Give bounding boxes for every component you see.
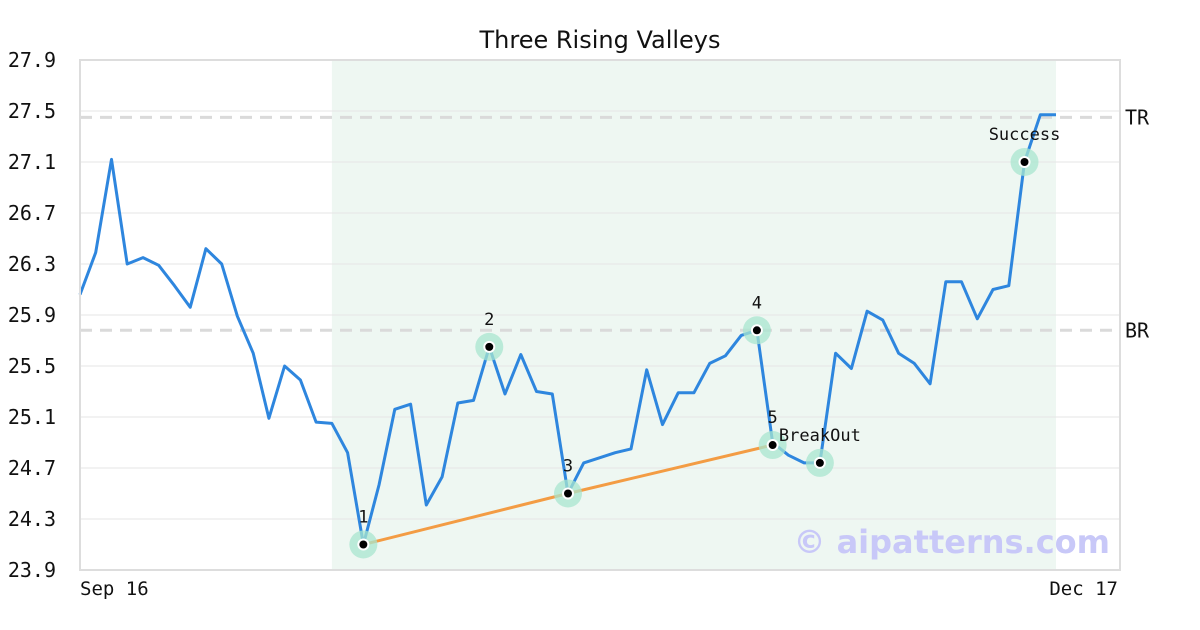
y-tick-label-3: 26.7	[8, 201, 56, 225]
horizontal-levels: TR BR	[80, 105, 1150, 342]
y-tick-label-5: 25.9	[8, 303, 56, 327]
x-tick-label-start: Sep 16	[80, 578, 149, 600]
point-dot-6	[1020, 158, 1029, 166]
y-tick-label-10: 23.9	[8, 558, 56, 582]
point-dot-5	[815, 458, 824, 467]
y-tick-label-1: 27.5	[8, 99, 56, 123]
point-label-0: 1	[358, 508, 368, 528]
axes: 27.9 27.5 27.1 26.7 26.3 25.9 25.5 25.1 24.7 24.3…	[8, 48, 1121, 600]
y-tick-label-0: 27.9	[8, 48, 56, 72]
y-tick-label-8: 24.7	[8, 456, 56, 480]
point-dot-2	[564, 489, 572, 498]
point-label-2: 3	[563, 457, 573, 477]
y-tick-label-7: 25.1	[8, 405, 56, 429]
x-tick-label-end: Dec 17	[1049, 578, 1118, 600]
point-label-4: 5	[768, 408, 778, 428]
point-dot-4	[768, 441, 777, 450]
point-label-1: 2	[484, 310, 494, 330]
hline-label-br: BR	[1125, 318, 1150, 342]
watermark: © aipatterns.com	[793, 523, 1110, 561]
point-dot-1	[485, 342, 494, 351]
y-tick-label-4: 26.3	[8, 252, 56, 276]
hline-label-tr: TR	[1125, 105, 1150, 129]
point-label-3: 4	[752, 293, 762, 313]
point-dot-3	[752, 326, 761, 335]
point-dot-0	[359, 540, 368, 549]
point-label-6: Success	[989, 125, 1061, 145]
plot-frame	[79, 59, 1121, 571]
point-label-5: BreakOut	[779, 426, 861, 446]
y-tick-label-9: 24.3	[8, 507, 56, 531]
chart-title: Three Rising Valleys	[478, 26, 720, 54]
y-tick-label-2: 27.1	[8, 150, 56, 174]
y-tick-label-6: 25.5	[8, 354, 56, 378]
